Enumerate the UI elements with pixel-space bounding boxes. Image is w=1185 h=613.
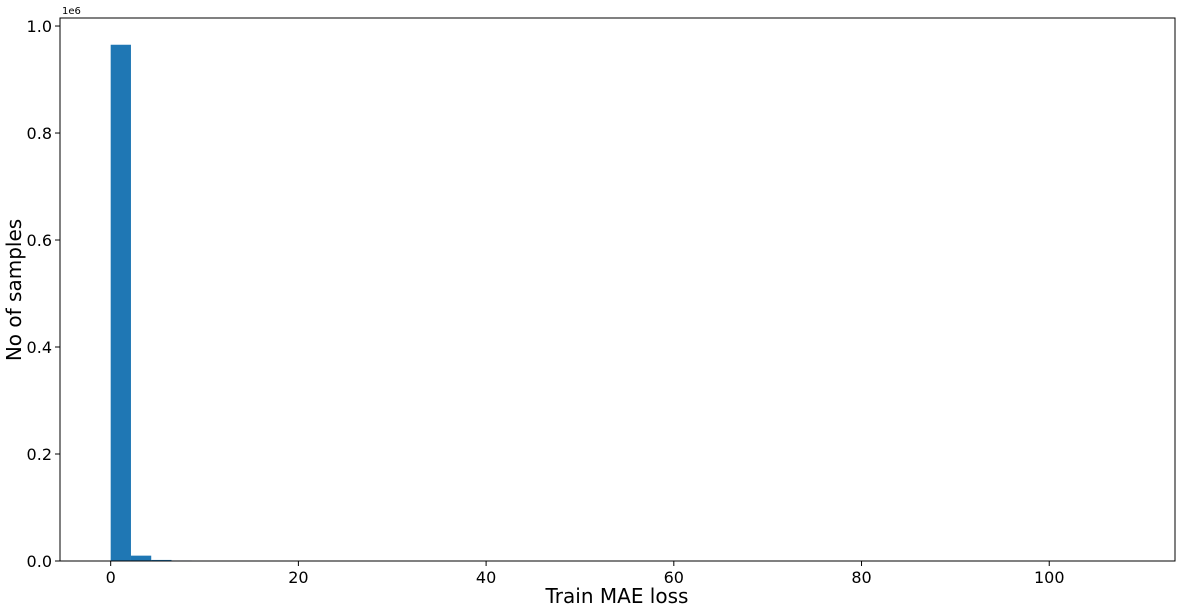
x-axis-label: Train MAE loss	[545, 584, 689, 608]
x-tick-label: 60	[664, 568, 684, 587]
y-tick-label: 0.0	[27, 552, 52, 571]
histogram-bar-1	[130, 555, 152, 561]
x-tick-label: 20	[288, 568, 308, 587]
y-axis-label: No of samples	[2, 219, 26, 361]
histogram-bar-2	[151, 559, 172, 561]
x-axis-ticks: 0 20 40 60 80 100	[106, 561, 1065, 587]
histogram-bar-0	[110, 44, 131, 561]
x-tick-label: 0	[106, 568, 116, 587]
x-tick-label: 40	[476, 568, 496, 587]
y-axis-ticks: 0.0 0.2 0.4 0.6 0.8 1.0	[27, 17, 60, 571]
y-tick-label: 0.2	[27, 445, 52, 464]
x-tick-label: 80	[851, 568, 871, 587]
y-tick-label: 0.6	[27, 231, 52, 250]
plot-frame	[59, 17, 1176, 562]
y-tick-label: 1.0	[27, 17, 52, 36]
y-tick-label: 0.4	[27, 338, 52, 357]
y-offset-label: 1e6	[62, 6, 81, 17]
y-tick-label: 0.8	[27, 124, 52, 143]
x-tick-label: 100	[1034, 568, 1065, 587]
